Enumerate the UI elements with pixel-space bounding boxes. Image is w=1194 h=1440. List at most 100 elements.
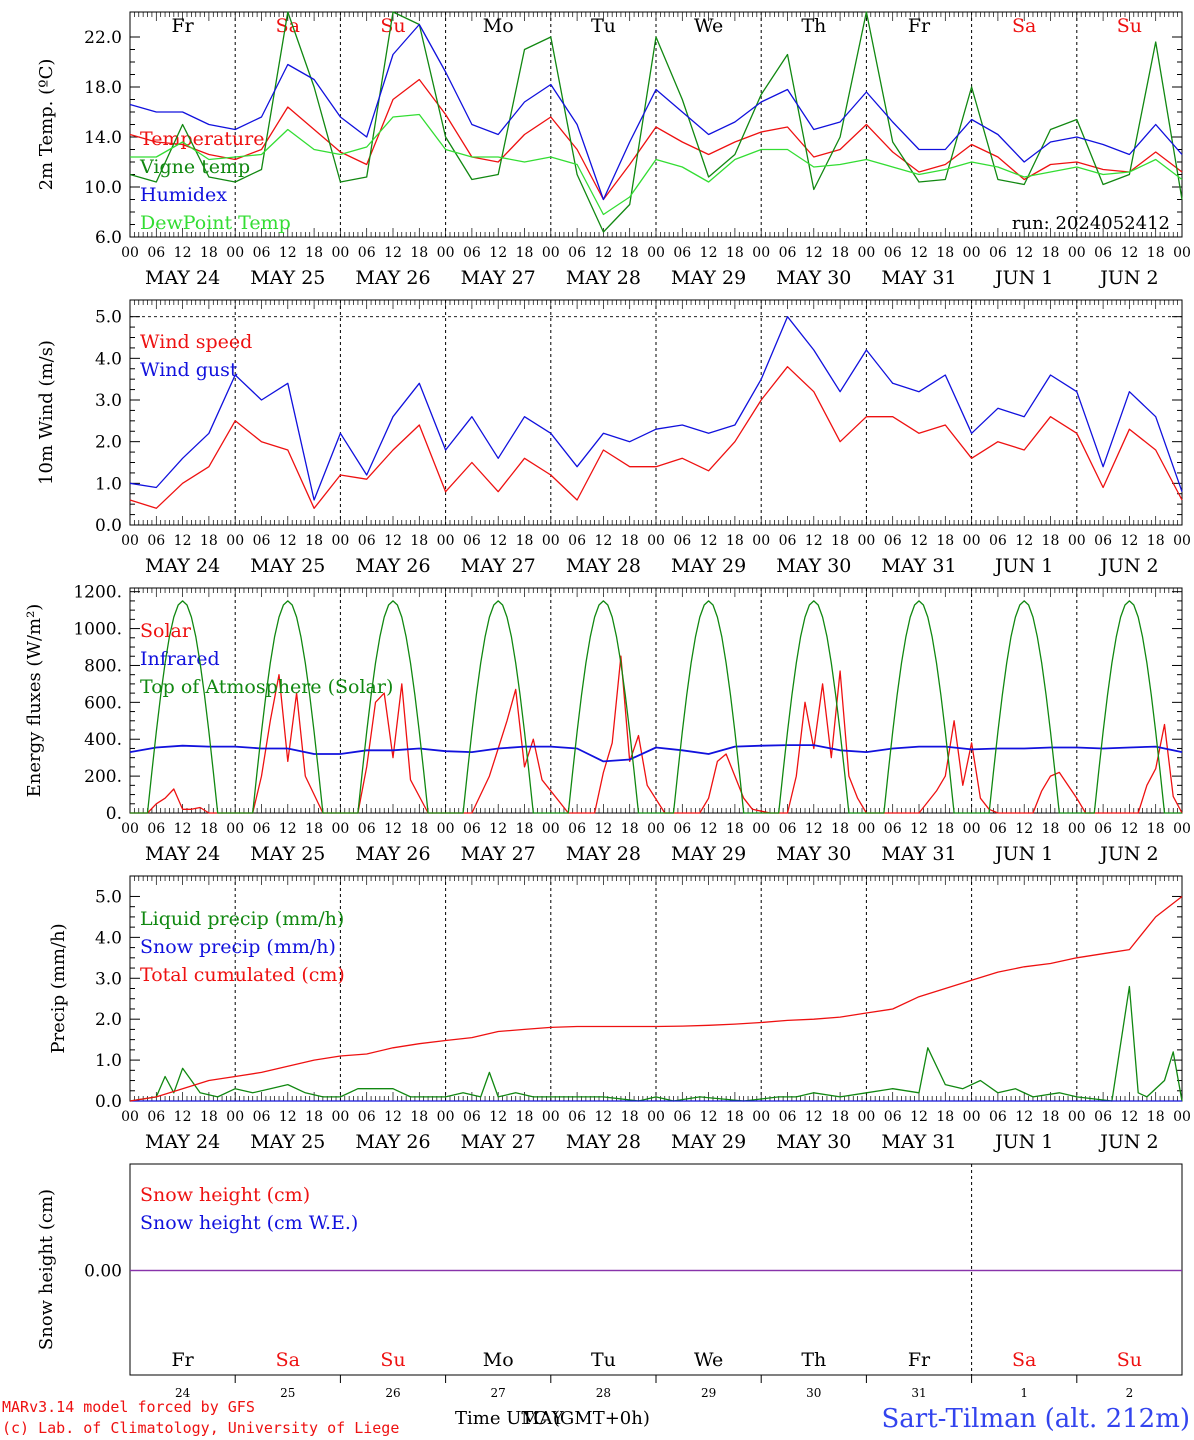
x-hour-label: 06 xyxy=(884,821,902,837)
x-hour-label: 00 xyxy=(647,245,665,261)
x-hour-label: 12 xyxy=(594,533,612,549)
x-hour-label: 06 xyxy=(884,533,902,549)
day-number-label: 28 xyxy=(596,1386,611,1400)
x-hour-label: 06 xyxy=(147,245,165,261)
y-tick-label: 800. xyxy=(84,656,122,676)
y-tick-label: 10.0 xyxy=(84,178,122,198)
panel-fluxes: 0. 200. 400. 600. 800. 1000. 1200. Energy fluxe… xyxy=(24,583,1191,865)
x-date-label: MAY 26 xyxy=(355,555,430,577)
weekday-label: Th xyxy=(801,1349,826,1371)
y-tick-label: 14.0 xyxy=(84,128,122,148)
x-hour-label: 12 xyxy=(489,821,507,837)
x-hour-label: 12 xyxy=(594,1109,612,1125)
x-hour-label: 00 xyxy=(647,821,665,837)
x-date-label: MAY 26 xyxy=(355,1131,430,1153)
x-date-label: JUN 2 xyxy=(1098,555,1158,577)
weekday-label: Sa xyxy=(276,1349,300,1371)
x-date-label: MAY 26 xyxy=(355,843,430,865)
x-hour-label: 18 xyxy=(1147,1109,1165,1125)
x-date-label: MAY 25 xyxy=(250,555,325,577)
x-hour-label: 00 xyxy=(752,1109,770,1125)
x-hour-label: 12 xyxy=(489,1109,507,1125)
y-axis-label: Energy fluxes (W/m²) xyxy=(24,604,45,798)
x-hour-label: 00 xyxy=(1173,533,1191,549)
x-hour-label: 06 xyxy=(673,1109,691,1125)
legend-entry: Temperature xyxy=(140,128,264,150)
x-date-label: MAY 29 xyxy=(671,555,746,577)
x-date-label: MAY 28 xyxy=(566,1131,641,1153)
series-line-vigne-temp xyxy=(129,11,1183,233)
x-date-label: JUN 2 xyxy=(1098,267,1158,289)
weekday-label: Mo xyxy=(483,15,514,37)
weekday-label: Su xyxy=(380,1349,405,1371)
series-line-liquid-precip-mm-h- xyxy=(129,985,1183,1102)
x-hour-label: 00 xyxy=(1068,821,1086,837)
x-hour-label: 12 xyxy=(1015,821,1033,837)
series-line-wind-gust xyxy=(129,316,1183,501)
x-hour-label: 00 xyxy=(437,533,455,549)
x-hour-label: 12 xyxy=(489,245,507,261)
legend-entry: DewPoint Temp xyxy=(140,212,291,234)
x-hour-label: 18 xyxy=(1147,821,1165,837)
weekday-label: Fr xyxy=(171,1349,194,1371)
legend-entry: Total cumulated (cm) xyxy=(140,964,345,986)
weekday-label: Sa xyxy=(1012,15,1036,37)
x-hour-label: 12 xyxy=(279,245,297,261)
x-hour-label: 12 xyxy=(174,821,192,837)
x-hour-label: 06 xyxy=(568,1109,586,1125)
x-hour-label: 18 xyxy=(1042,245,1060,261)
x-date-label: MAY 28 xyxy=(566,843,641,865)
x-hour-label: 00 xyxy=(963,533,981,549)
x-hour-label: 12 xyxy=(174,533,192,549)
x-hour-label: 00 xyxy=(437,1109,455,1125)
y-tick-label: 18.0 xyxy=(84,78,122,98)
x-date-label: MAY 31 xyxy=(881,843,956,865)
weekday-label: Su xyxy=(380,15,405,37)
x-hour-label: 00 xyxy=(857,245,875,261)
y-tick-label: 600. xyxy=(84,693,122,713)
day-number-label: 29 xyxy=(701,1386,716,1400)
legend-entry: Vigne temp xyxy=(139,156,250,178)
panel-precip: 0.0 1.0 2.0 3.0 4.0 5.0 Precip (mm/h) 00 06 12 18 M… xyxy=(48,875,1191,1153)
x-hour-label: 06 xyxy=(253,533,271,549)
x-hour-label: 12 xyxy=(700,1109,718,1125)
x-hour-label: 18 xyxy=(936,1109,954,1125)
day-number-label: 31 xyxy=(911,1386,926,1400)
day-number-label: 25 xyxy=(280,1386,295,1400)
x-hour-label: 06 xyxy=(358,1109,376,1125)
x-date-label: MAY 30 xyxy=(776,843,851,865)
x-hour-label: 06 xyxy=(568,533,586,549)
x-hour-label: 12 xyxy=(910,821,928,837)
x-hour-label: 00 xyxy=(121,1109,139,1125)
x-hour-label: 00 xyxy=(542,821,560,837)
day-number-label: 27 xyxy=(491,1386,506,1400)
weekday-label: Sa xyxy=(1012,1349,1036,1371)
x-date-label: MAY 24 xyxy=(145,843,220,865)
legend-entry: Infrared xyxy=(140,648,220,670)
x-hour-label: 12 xyxy=(174,245,192,261)
x-hour-label: 06 xyxy=(253,821,271,837)
x-hour-label: 18 xyxy=(200,821,218,837)
x-date-label: MAY 26 xyxy=(355,267,430,289)
y-tick-label: 2.0 xyxy=(95,1010,122,1030)
weekday-label: Tu xyxy=(591,1349,616,1371)
y-axis-label: 10m Wind (m/s) xyxy=(36,340,57,485)
y-tick-label: 4.0 xyxy=(95,928,122,948)
plot-frame xyxy=(129,299,1183,526)
x-hour-label: 00 xyxy=(542,245,560,261)
x-hour-label: 18 xyxy=(1147,245,1165,261)
x-hour-label: 00 xyxy=(1173,245,1191,261)
x-hour-label: 06 xyxy=(989,1109,1007,1125)
x-hour-label: 12 xyxy=(910,1109,928,1125)
series-line-wind-speed xyxy=(129,366,1183,509)
x-date-label: MAY 27 xyxy=(461,555,536,577)
x-hour-label: 06 xyxy=(1094,821,1112,837)
legend-entry: Humidex xyxy=(140,184,227,206)
x-hour-label: 18 xyxy=(831,245,849,261)
x-hour-label: 06 xyxy=(358,533,376,549)
x-hour-label: 00 xyxy=(226,533,244,549)
day-number-label: 24 xyxy=(175,1386,191,1400)
y-axis-label: Precip (mm/h) xyxy=(48,923,69,1053)
legend-entry: Wind gust xyxy=(140,359,238,381)
x-hour-label: 00 xyxy=(542,533,560,549)
